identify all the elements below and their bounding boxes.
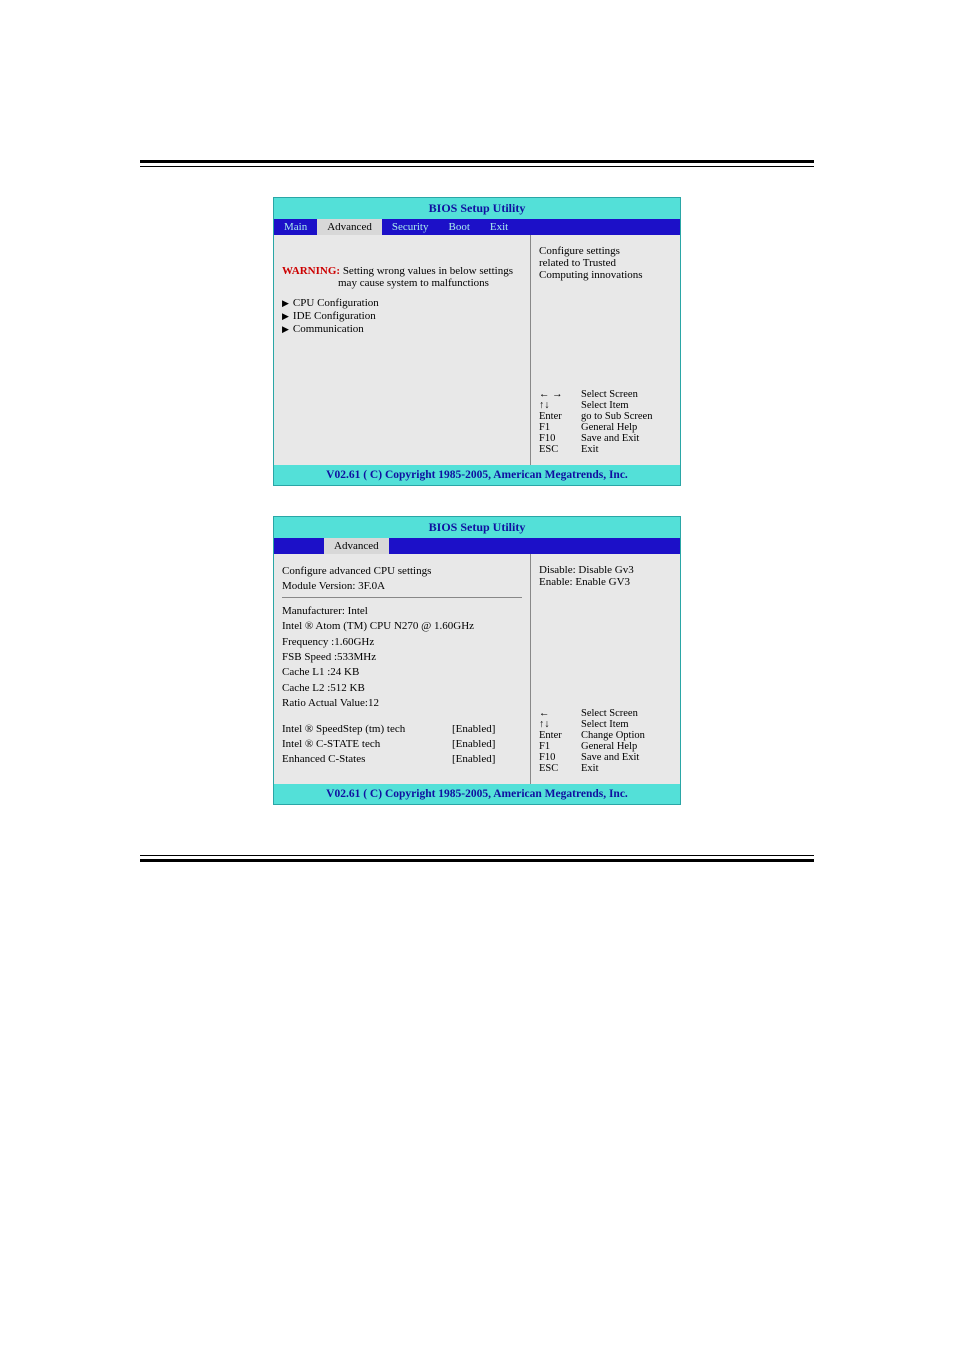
bios-body: Configure advanced CPU settings Module V… bbox=[274, 554, 680, 784]
help-description: Configure settings related to Trusted Co… bbox=[539, 245, 672, 281]
tab-advanced[interactable]: Advanced bbox=[317, 219, 382, 235]
cpu-l1: Cache L1 :24 KB bbox=[282, 665, 522, 680]
tab-bar: Main Advanced Security Boot Exit bbox=[274, 219, 680, 235]
key-label: Exit bbox=[581, 763, 599, 774]
bios-screenshot-advanced: BIOS Setup Utility Main Advanced Securit… bbox=[273, 197, 681, 486]
bios-body: WARNING: Setting wrong values in below s… bbox=[274, 235, 680, 465]
key-legend: ← Select Screen ↑↓ Select Item Enter Change… bbox=[539, 708, 672, 774]
bios-left-panel: WARNING: Setting wrong values in below s… bbox=[274, 235, 530, 465]
bios-title: BIOS Setup Utility bbox=[274, 198, 680, 219]
key: Enter bbox=[539, 411, 573, 422]
key: F10 bbox=[539, 752, 573, 763]
key: ↑↓ bbox=[539, 400, 573, 411]
key-label: Save and Exit bbox=[581, 433, 639, 444]
key: ESC bbox=[539, 763, 573, 774]
cpu-fsb: FSB Speed :533MHz bbox=[282, 650, 522, 665]
tab-exit[interactable]: Exit bbox=[480, 219, 518, 235]
cpu-ratio: Ratio Actual Value:12 bbox=[282, 696, 522, 711]
option-value: [Enabled] bbox=[452, 722, 512, 737]
menu-label: CPU Configuration bbox=[293, 297, 379, 309]
menu-ide-config[interactable]: ▶ IDE Configuration bbox=[282, 310, 522, 322]
menu-communication[interactable]: ▶ Communication bbox=[282, 323, 522, 335]
option-speedstep[interactable]: Intel ® SpeedStep (tm) tech[Enabled] bbox=[282, 722, 522, 737]
option-cstate[interactable]: Intel ® C-STATE tech[Enabled] bbox=[282, 737, 522, 752]
document-page: BIOS Setup Utility Main Advanced Securit… bbox=[0, 0, 954, 1350]
key: F1 bbox=[539, 741, 573, 752]
warning-text: WARNING: Setting wrong values in below s… bbox=[282, 265, 522, 289]
cpu-freq: Frequency :1.60GHz bbox=[282, 635, 522, 650]
rule-thick bbox=[140, 859, 814, 862]
key: F10 bbox=[539, 433, 573, 444]
option-enhanced-cstates[interactable]: Enhanced C-States[Enabled] bbox=[282, 752, 522, 767]
bios-left-panel: Configure advanced CPU settings Module V… bbox=[274, 554, 530, 784]
triangle-icon: ▶ bbox=[282, 298, 289, 309]
tab-advanced[interactable]: Advanced bbox=[324, 538, 389, 554]
cpu-name: Intel ® Atom (TM) CPU N270 @ 1.60GHz bbox=[282, 619, 522, 634]
menu-label: Communication bbox=[293, 323, 364, 335]
tab-security[interactable]: Security bbox=[382, 219, 439, 235]
option-label: Intel ® SpeedStep (tm) tech bbox=[282, 722, 452, 737]
key: ESC bbox=[539, 444, 573, 455]
key-label: Select Item bbox=[581, 400, 629, 411]
option-label: Intel ® C-STATE tech bbox=[282, 737, 452, 752]
warning-line2: may cause system to malfunctions bbox=[282, 277, 522, 289]
cpu-mfr: Manufacturer: Intel bbox=[282, 604, 522, 619]
key-label: Select Screen bbox=[581, 389, 638, 400]
key-label: go to Sub Screen bbox=[581, 411, 652, 422]
option-value: [Enabled] bbox=[452, 737, 512, 752]
key-label: General Help bbox=[581, 422, 637, 433]
help-line: Computing innovations bbox=[539, 269, 672, 281]
help-line: Enable: Enable GV3 bbox=[539, 576, 672, 588]
key: F1 bbox=[539, 422, 573, 433]
cpu-module: Module Version: 3F.0A bbox=[282, 579, 522, 597]
bios-screenshot-cpu: BIOS Setup Utility Advanced Configure ad… bbox=[273, 516, 681, 805]
bios-help-panel: Configure settings related to Trusted Co… bbox=[530, 235, 680, 465]
bios-footer: V02.61 ( C) Copyright 1985-2005, America… bbox=[274, 784, 680, 804]
key-label: Save and Exit bbox=[581, 752, 639, 763]
help-line: related to Trusted bbox=[539, 257, 672, 269]
menu-cpu-config[interactable]: ▶ CPU Configuration bbox=[282, 297, 522, 309]
rule-thin bbox=[140, 166, 814, 167]
key-label: General Help bbox=[581, 741, 637, 752]
cpu-heading: Configure advanced CPU settings bbox=[282, 564, 522, 579]
help-description: Disable: Disable Gv3 Enable: Enable GV3 bbox=[539, 564, 672, 588]
warning-line1: Setting wrong values in below settings bbox=[340, 265, 513, 277]
triangle-icon: ▶ bbox=[282, 311, 289, 322]
key-label: Select Item bbox=[581, 719, 629, 730]
tab-bar: Advanced bbox=[274, 538, 680, 554]
option-label: Enhanced C-States bbox=[282, 752, 452, 767]
warning-label: WARNING: bbox=[282, 265, 340, 277]
bios-title: BIOS Setup Utility bbox=[274, 517, 680, 538]
rule-thick bbox=[140, 160, 814, 163]
key-legend: ← → Select Screen ↑↓ Select Item Enter go t… bbox=[539, 389, 672, 455]
rule-thin bbox=[140, 855, 814, 856]
tab-main[interactable]: Main bbox=[274, 219, 317, 235]
key: Enter bbox=[539, 730, 573, 741]
key: ↑↓ bbox=[539, 719, 573, 730]
help-line: Configure settings bbox=[539, 245, 672, 257]
key: ← bbox=[539, 708, 573, 719]
key: ← → bbox=[539, 389, 573, 400]
option-value: [Enabled] bbox=[452, 752, 512, 767]
bios-footer: V02.61 ( C) Copyright 1985-2005, America… bbox=[274, 465, 680, 485]
help-line: Disable: Disable Gv3 bbox=[539, 564, 672, 576]
key-label: Exit bbox=[581, 444, 599, 455]
triangle-icon: ▶ bbox=[282, 324, 289, 335]
menu-label: IDE Configuration bbox=[293, 310, 376, 322]
tab-boot[interactable]: Boot bbox=[439, 219, 480, 235]
cpu-l2: Cache L2 :512 KB bbox=[282, 681, 522, 696]
bios-help-panel: Disable: Disable Gv3 Enable: Enable GV3 … bbox=[530, 554, 680, 784]
key-label: Change Option bbox=[581, 730, 645, 741]
key-label: Select Screen bbox=[581, 708, 638, 719]
